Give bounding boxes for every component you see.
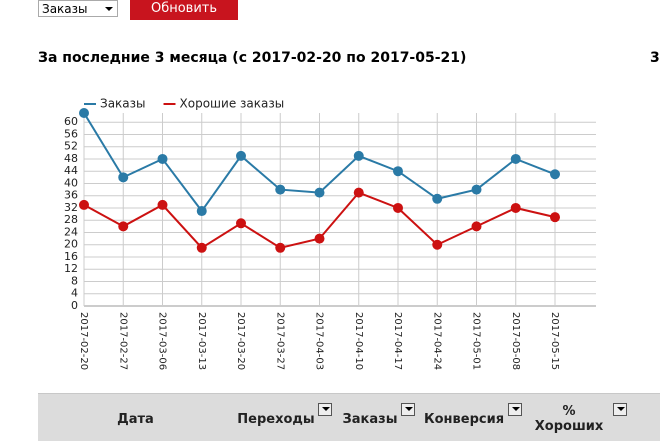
y-tick-label: 20: [64, 238, 78, 251]
table-header: Дата Переходы Заказы Конверсия % Хороших: [38, 393, 660, 441]
point: [510, 153, 521, 164]
legend-label: Заказы: [100, 97, 146, 111]
y-tick-label: 48: [64, 152, 78, 165]
header-cell[interactable]: Дата: [117, 412, 154, 427]
point: [353, 187, 364, 198]
point: [432, 193, 443, 204]
select[interactable]: Заказы: [38, 0, 118, 17]
x-tick-label: 2017-03-20: [235, 312, 246, 370]
y-tick-label: 32: [64, 201, 78, 214]
point: [79, 108, 89, 118]
point: [353, 150, 364, 161]
header-cell[interactable]: % Хороших: [534, 404, 604, 434]
y-tick-label: 28: [64, 213, 78, 226]
y-tick-label: 60: [64, 115, 78, 128]
filter-icon[interactable]: [401, 403, 415, 416]
point: [393, 166, 403, 177]
point: [510, 202, 521, 213]
button[interactable]: Обновить: [130, 0, 238, 20]
header-cell[interactable]: Переходы: [237, 412, 315, 427]
y-tick-label: 36: [64, 189, 78, 202]
point: [550, 169, 560, 180]
point: [432, 239, 443, 250]
y-tick-label: 8: [71, 274, 78, 287]
filter-icon[interactable]: [613, 403, 627, 416]
y-tick-label: 52: [64, 140, 78, 153]
x-tick-label: 2017-02-27: [117, 312, 128, 370]
y-tick-label: 4: [71, 287, 78, 300]
point: [471, 184, 482, 195]
x-tick-label: 2017-03-27: [274, 312, 285, 370]
header-cell[interactable]: Конверсия: [424, 412, 505, 427]
x-tick-label: 2017-03-06: [157, 312, 168, 370]
point: [79, 199, 89, 210]
x-tick-label: 2017-04-03: [314, 312, 325, 370]
side-text: 3: [650, 50, 660, 66]
y-tick-label: 12: [64, 262, 78, 275]
point: [275, 242, 286, 253]
y-tick-label: 0: [71, 299, 78, 312]
point: [471, 221, 482, 232]
x-tick-label: 2017-02-20: [78, 312, 89, 370]
point: [157, 153, 168, 164]
x-tick-label: 2017-04-24: [431, 312, 442, 370]
point: [236, 218, 246, 229]
point: [118, 172, 129, 183]
point: [314, 187, 325, 198]
x-tick-label: 2017-05-15: [549, 312, 560, 370]
y-tick-label: 40: [64, 176, 78, 189]
point: [393, 202, 403, 213]
y-tick-label: 24: [64, 225, 78, 238]
x-tick-label: 2017-05-01: [471, 312, 482, 370]
y-tick-label: 44: [64, 164, 78, 177]
point: [157, 199, 168, 210]
point: [196, 206, 207, 217]
x-tick-label: 2017-04-10: [353, 312, 364, 370]
x-tick-label: 2017-03-13: [196, 312, 207, 370]
point: [314, 233, 325, 244]
point: [275, 184, 286, 195]
x-tick-label: 2017-05-08: [510, 312, 521, 370]
point: [196, 242, 207, 253]
filter-icon[interactable]: [508, 403, 522, 416]
header-cell[interactable]: Заказы: [342, 412, 398, 427]
y-tick-label: 56: [64, 127, 78, 140]
heading: За последние 3 месяца (с 2017-02-20 по 2…: [38, 50, 467, 66]
x-tick-label: 2017-04-17: [392, 312, 403, 370]
filter-icon[interactable]: [318, 403, 332, 416]
legend-label: Хорошие заказы: [180, 97, 285, 111]
point: [550, 212, 560, 223]
point: [118, 221, 129, 232]
point: [236, 150, 246, 161]
y-tick-label: 16: [64, 250, 78, 263]
